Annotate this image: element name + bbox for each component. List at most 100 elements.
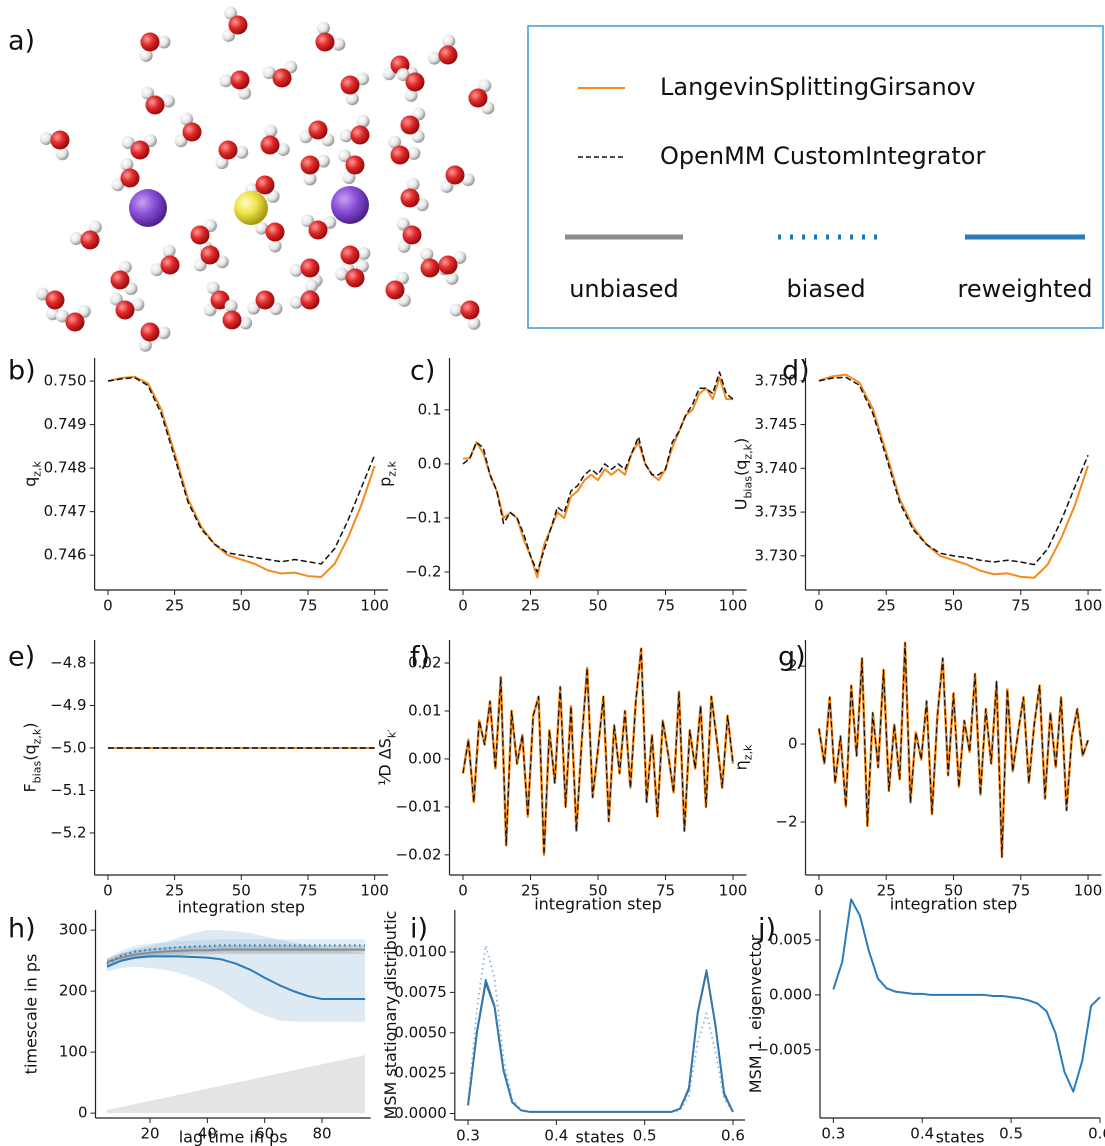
legend-label: LangevinSplittingGirsanov <box>660 73 976 101</box>
oxygen <box>460 300 480 320</box>
x-axis-label: integration step <box>534 895 662 914</box>
y-tick-label: 0.02 <box>408 654 441 672</box>
hydrogen <box>120 157 134 171</box>
oxygen <box>130 140 150 160</box>
oxygen <box>115 300 135 320</box>
y-axis-label-part: (q <box>731 460 750 476</box>
hydrogen <box>467 316 481 330</box>
x-tick-label: 0 <box>458 597 468 615</box>
x-tick-label: 75 <box>656 882 675 900</box>
y-axis-label: qz,k <box>20 460 43 486</box>
hydrogen <box>35 287 49 301</box>
hydrogen <box>121 136 135 150</box>
series-line <box>462 371 734 573</box>
oxygen <box>45 290 65 310</box>
x-tick-label: 100 <box>1074 597 1103 615</box>
x-tick-label: 0 <box>814 882 824 900</box>
ion <box>331 186 369 224</box>
y-tick-label: 0.000 <box>769 985 812 1003</box>
y-axis-label-part: k′ <box>385 729 398 738</box>
series-line <box>463 376 733 579</box>
hydrogen <box>131 298 145 312</box>
y-tick-label: 0.747 <box>44 502 87 520</box>
y-tick-label: 300 <box>59 921 88 939</box>
y-axis-label-part: bias <box>741 476 754 499</box>
hydrogen <box>345 92 359 106</box>
x-axis-label: integration step <box>890 895 1018 914</box>
oxygen <box>350 125 370 145</box>
series-line <box>106 955 366 1001</box>
hydrogen <box>255 221 269 235</box>
y-tick-label: 0.0050 <box>394 1023 447 1041</box>
oxygen <box>300 155 320 175</box>
hydrogen <box>224 6 238 20</box>
oxygen <box>218 140 238 160</box>
oxygen <box>230 70 250 90</box>
hydrogen <box>461 173 475 187</box>
y-axis-label: MSM 1. eigenvector <box>746 934 765 1093</box>
hydrogen <box>303 172 317 186</box>
y-tick-label: −2 <box>775 812 797 830</box>
y-tick-label: −0.1 <box>405 508 441 526</box>
series-line <box>107 375 376 578</box>
x-tick-label: 0.4 <box>910 1125 934 1143</box>
hydrogen <box>161 94 175 108</box>
y-tick-label: 0 <box>788 735 798 753</box>
hydrogen <box>397 239 411 253</box>
series-line <box>818 373 1089 579</box>
x-tick-label: 50 <box>588 597 607 615</box>
oxygen <box>468 88 488 108</box>
y-axis-label-part: η <box>731 760 750 770</box>
oxygen <box>438 45 458 65</box>
hydrogen <box>215 156 229 170</box>
legend-label: unbiased <box>569 275 679 303</box>
chart: e) −5.2 −5.1 −5.0 −4.9 −4.8 0 25 50 75 100 Fbias(qz… <box>8 640 389 917</box>
panel-label: j) <box>757 914 776 945</box>
oxygen <box>390 145 410 165</box>
legend-box <box>527 25 1104 329</box>
chart: h) 0 100 200 300 20 40 60 80 timescale in ps lag t… <box>8 910 371 1146</box>
molecule-render <box>35 6 495 352</box>
y-tick-label: −5.2 <box>50 823 86 841</box>
x-tick-label: 80 <box>313 1125 332 1143</box>
oxygen <box>65 312 85 332</box>
hydrogen <box>162 244 176 258</box>
panel-label: b) <box>8 356 36 387</box>
panel-label: a) <box>8 26 35 57</box>
x-tick-label: 0.4 <box>544 1127 568 1145</box>
y-tick-label: 0.1 <box>418 400 442 418</box>
hydrogen <box>88 220 102 234</box>
hydrogen <box>335 267 349 281</box>
hydrogen <box>404 88 418 102</box>
hydrogen <box>396 68 410 82</box>
panel-label: h) <box>8 914 36 945</box>
x-tick-label: 75 <box>1011 882 1030 900</box>
hydrogen <box>445 271 459 285</box>
hydrogen <box>427 51 441 65</box>
y-axis-label-part: (q <box>20 744 39 760</box>
x-tick-label: 25 <box>165 597 184 615</box>
chart: f) −0.02 −0.01 0.00 0.01 0.02 0 25 50 75 100 ¹⁄D ΔS… <box>375 640 747 914</box>
y-tick-label: −4.8 <box>50 653 86 671</box>
x-tick-label: 75 <box>298 882 317 900</box>
oxygen <box>145 95 165 115</box>
oxygen <box>345 268 365 288</box>
hydrogen <box>157 35 171 49</box>
hydrogen <box>289 295 303 309</box>
x-tick-label: 0 <box>458 882 468 900</box>
x-tick-label: 25 <box>165 882 184 900</box>
oxygen <box>438 255 458 275</box>
x-axis-label: lag time in ps <box>179 1128 288 1146</box>
x-tick-label: 100 <box>360 597 389 615</box>
y-axis-label-part: bias <box>30 761 43 784</box>
hydrogen <box>55 147 69 161</box>
oxygen <box>340 245 360 265</box>
panel-label: i) <box>410 914 428 945</box>
hydrogen <box>69 231 83 245</box>
y-tick-label: −0.2 <box>405 563 441 581</box>
series-line <box>467 969 734 1113</box>
y-axis-label-part: MSM stationary distributic <box>380 911 399 1120</box>
hydrogen <box>264 124 278 138</box>
y-tick-label: −0.01 <box>396 797 442 815</box>
panel-label: g) <box>778 642 806 673</box>
